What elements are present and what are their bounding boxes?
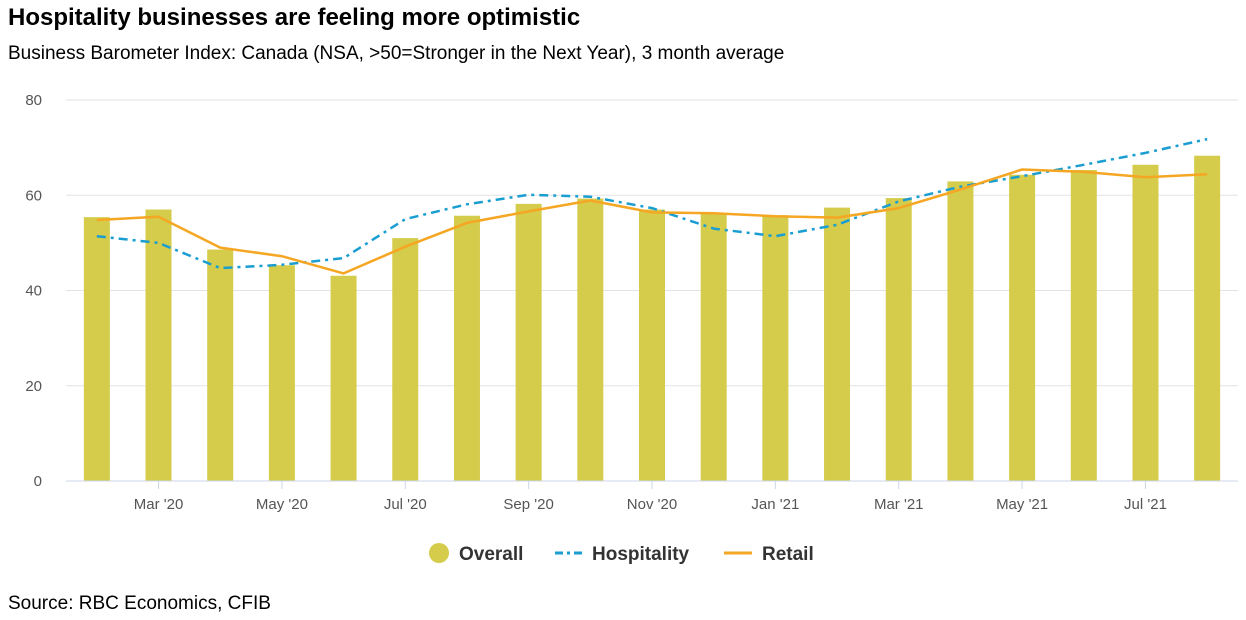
bar-overall — [268, 265, 295, 481]
legend-item-overall[interactable]: Overall — [429, 543, 523, 565]
bar-overall — [1009, 174, 1036, 482]
x-tick-label: Mar '20 — [134, 496, 184, 513]
bar-overall — [1194, 155, 1221, 481]
y-tick-label: 60 — [25, 187, 42, 204]
bar-overall — [700, 213, 727, 481]
chart-area: 0 20 40 60 80 Mar '20 May '20 Jul '20 Sep '20 Nov… — [25, 92, 1238, 565]
bar-overall — [1132, 164, 1159, 481]
legend-overall-label: Overall — [459, 544, 523, 565]
line-hospitality — [96, 137, 1208, 270]
x-tick-label: Jul '20 — [384, 496, 427, 513]
legend-retail-label: Retail — [762, 544, 814, 565]
x-tick-label: Jan '21 — [751, 496, 799, 513]
y-tick-label: 20 — [25, 378, 42, 395]
x-tick-label: Sep '20 — [503, 496, 553, 513]
bar-overall — [639, 209, 665, 481]
bar-overall — [83, 217, 110, 481]
bar-overall — [947, 181, 974, 481]
legend-item-retail[interactable]: Retail — [724, 544, 814, 565]
series-lines — [96, 137, 1208, 275]
bar-overall — [515, 203, 542, 481]
bar-overall — [762, 215, 789, 481]
bar-overall — [145, 209, 172, 481]
bar-overall — [392, 238, 419, 481]
bar-overall — [1070, 170, 1097, 482]
chart-title: Hospitality businesses are feeling more … — [8, 4, 581, 31]
chart-subtitle: Business Barometer Index: Canada (NSA, >… — [8, 43, 785, 64]
bar-overall — [207, 249, 234, 481]
bar-overall — [453, 215, 480, 481]
y-tick-label: 80 — [25, 92, 42, 109]
x-tick-label: May '21 — [996, 496, 1048, 513]
overall-bars — [83, 155, 1221, 482]
bar-overall — [885, 198, 912, 482]
y-tick-label: 40 — [25, 283, 42, 300]
bar-overall — [824, 207, 851, 481]
y-tick-label: 0 — [34, 473, 42, 490]
line-retail — [96, 168, 1208, 275]
bar-overall — [330, 275, 357, 481]
axes: 0 20 40 60 80 Mar '20 May '20 Jul '20 Sep '20 Nov… — [25, 92, 1238, 513]
x-tick-label: May '20 — [256, 496, 308, 513]
legend-item-hospitality[interactable]: Hospitality — [555, 544, 690, 565]
x-tick-label: Jul '21 — [1124, 496, 1167, 513]
legend: Overall Hospitality Retail — [429, 543, 814, 565]
legend-overall-marker — [429, 543, 449, 563]
x-tick-label: Mar '21 — [874, 496, 924, 513]
x-tick-label: Nov '20 — [627, 496, 677, 513]
legend-hospitality-label: Hospitality — [592, 544, 690, 565]
source-note: Source: RBC Economics, CFIB — [8, 593, 271, 614]
bar-overall — [577, 198, 604, 482]
